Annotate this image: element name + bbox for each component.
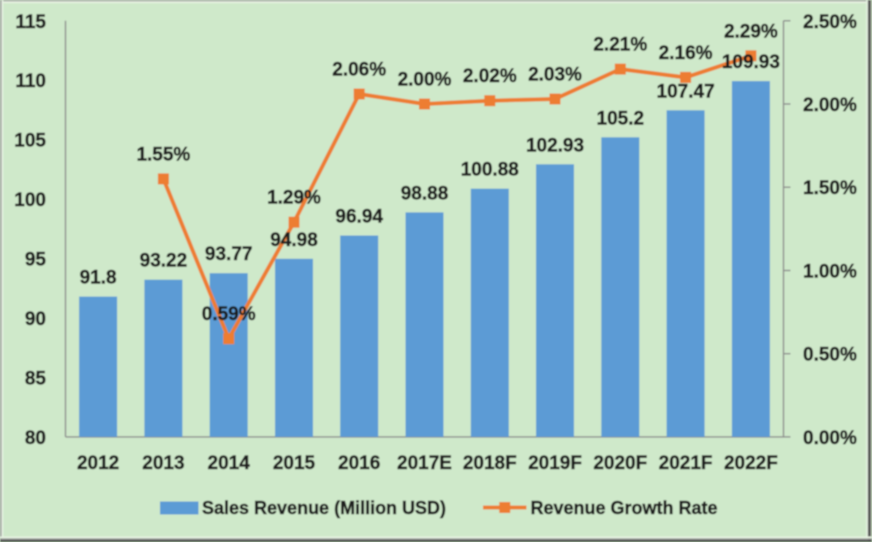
svg-text:2017E: 2017E	[397, 453, 452, 474]
svg-text:109.93: 109.93	[722, 52, 780, 73]
svg-text:2.16%: 2.16%	[659, 43, 713, 64]
svg-text:2020F: 2020F	[593, 453, 647, 474]
svg-text:93.22: 93.22	[140, 251, 188, 272]
svg-text:98.88: 98.88	[401, 183, 449, 204]
svg-text:1.00%: 1.00%	[803, 262, 857, 283]
svg-text:1.55%: 1.55%	[136, 144, 190, 165]
svg-text:2021F: 2021F	[659, 453, 713, 474]
svg-text:Revenue Growth Rate: Revenue Growth Rate	[531, 498, 718, 518]
svg-text:2.00%: 2.00%	[803, 95, 857, 116]
svg-text:90: 90	[25, 309, 46, 330]
svg-text:105: 105	[14, 131, 46, 152]
svg-text:0.50%: 0.50%	[803, 345, 857, 366]
svg-text:93.77: 93.77	[205, 244, 253, 265]
svg-text:2.29%: 2.29%	[724, 21, 778, 42]
svg-text:91.8: 91.8	[80, 268, 117, 289]
svg-text:2019F: 2019F	[528, 453, 582, 474]
svg-text:2.21%: 2.21%	[593, 35, 647, 56]
svg-text:2015: 2015	[273, 453, 316, 474]
svg-text:2016: 2016	[338, 453, 380, 474]
svg-text:100.88: 100.88	[461, 160, 519, 181]
svg-text:2.03%: 2.03%	[528, 65, 582, 86]
svg-text:1.50%: 1.50%	[803, 178, 857, 199]
svg-text:85: 85	[25, 369, 47, 390]
svg-text:2013: 2013	[142, 453, 184, 474]
svg-text:105.2: 105.2	[597, 108, 645, 129]
svg-text:94.98: 94.98	[270, 230, 318, 251]
svg-text:Sales Revenue (Million USD): Sales Revenue (Million USD)	[202, 498, 446, 518]
svg-text:2.02%: 2.02%	[463, 66, 517, 87]
svg-text:2022F: 2022F	[724, 453, 778, 474]
svg-text:1.29%: 1.29%	[267, 188, 321, 209]
svg-text:107.47: 107.47	[657, 81, 715, 102]
svg-text:2018F: 2018F	[463, 453, 517, 474]
svg-text:2014: 2014	[208, 453, 251, 474]
svg-text:2012: 2012	[77, 453, 119, 474]
svg-text:115: 115	[15, 12, 46, 33]
svg-text:80: 80	[25, 428, 46, 449]
svg-text:0.00%: 0.00%	[803, 428, 857, 449]
svg-text:110: 110	[15, 71, 46, 92]
svg-text:96.94: 96.94	[335, 207, 383, 228]
svg-text:0.59%: 0.59%	[202, 304, 256, 325]
svg-text:2.06%: 2.06%	[332, 60, 386, 81]
svg-text:2.00%: 2.00%	[398, 70, 452, 91]
svg-text:95: 95	[25, 250, 47, 271]
svg-text:2.50%: 2.50%	[803, 12, 857, 33]
svg-text:100: 100	[14, 190, 46, 211]
svg-text:102.93: 102.93	[526, 135, 584, 156]
